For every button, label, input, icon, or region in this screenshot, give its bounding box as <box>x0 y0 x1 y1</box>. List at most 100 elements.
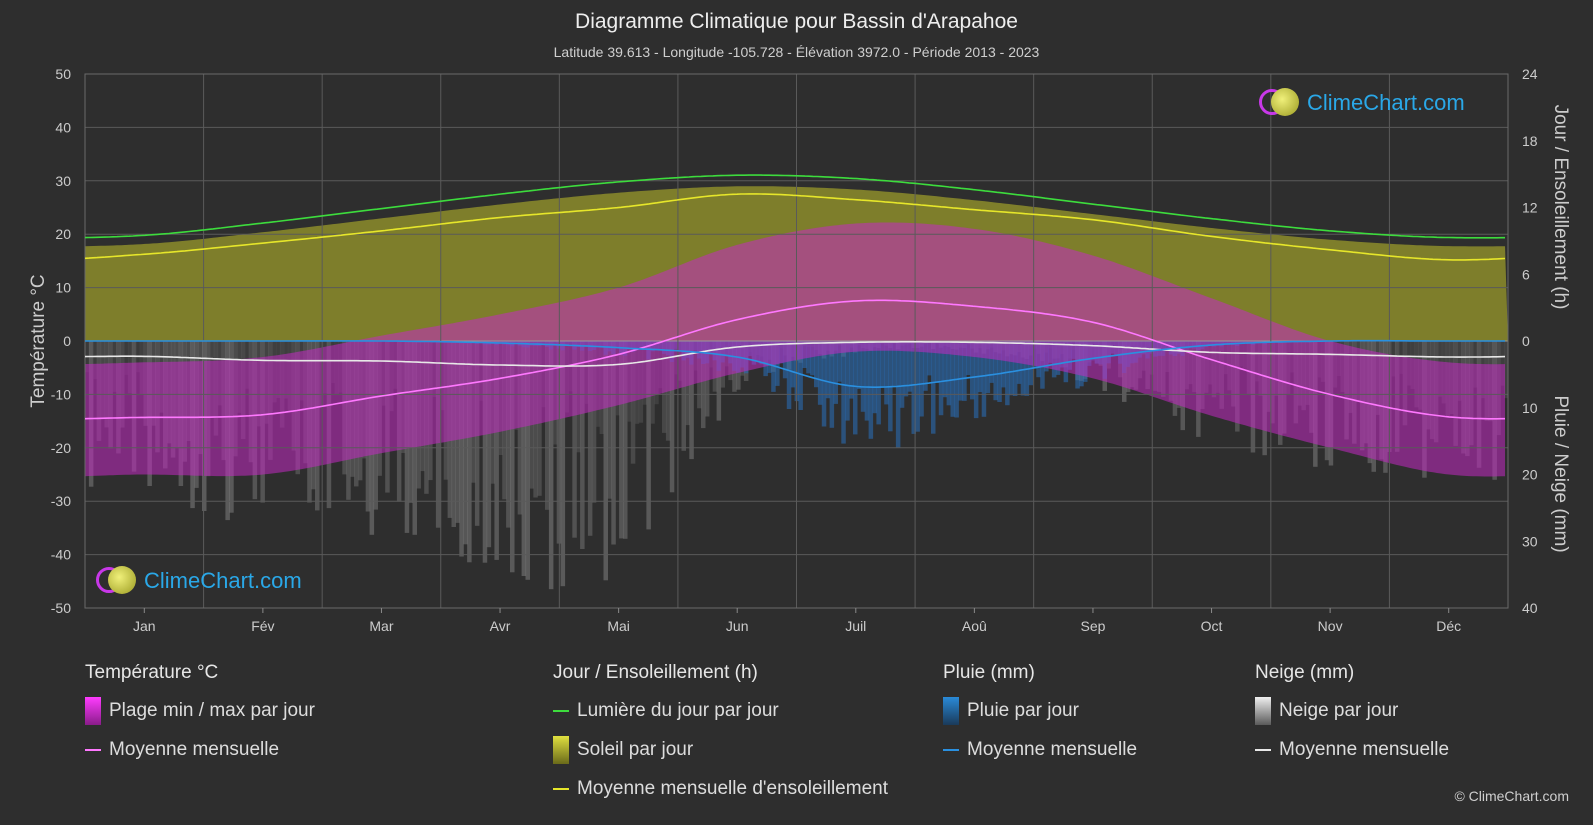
chart-title: Diagramme Climatique pour Bassin d'Arapa… <box>575 10 1018 33</box>
legend-swatch-sunshine <box>553 735 569 764</box>
right-hours-tick-label: 6 <box>1522 266 1530 282</box>
snow-daily-bar <box>623 341 628 539</box>
rain-daily-bar <box>817 341 823 405</box>
snow-daily-bar <box>545 341 550 510</box>
snow-daily-bar <box>560 341 566 587</box>
rain-daily-bar <box>837 341 842 382</box>
rain-daily-bar <box>892 341 897 386</box>
snow-daily-bar <box>630 341 636 464</box>
legend-sunshine: Jour / Ensoleillement (h) Lumière du jou… <box>553 662 888 815</box>
chart-subtitle: Latitude 39.613 - Longitude -105.728 - É… <box>553 44 1040 60</box>
legend-label: Soleil par jour <box>577 738 694 760</box>
month-tick-label: Mai <box>607 618 630 634</box>
rain-daily-bar <box>872 341 877 414</box>
logo-text: ClimeChart.com <box>1307 90 1465 115</box>
rain-daily-bar <box>973 341 979 419</box>
legend-title: Pluie (mm) <box>943 662 1035 683</box>
snow-daily-bar <box>701 341 706 429</box>
rain-daily-bar <box>876 341 881 425</box>
right-axis-ticks: 24 18 12 6 0 10 20 30 40 <box>1522 66 1538 616</box>
rain-daily-bar <box>899 341 905 408</box>
logo-text: ClimeChart.com <box>144 568 302 593</box>
rain-daily-bar <box>1009 341 1014 396</box>
snow-daily-bar <box>572 341 577 538</box>
legend-swatch-daylight <box>553 709 569 712</box>
legend-swatch-sunshine-mean <box>553 787 569 790</box>
daylight-line <box>85 174 1505 239</box>
left-tick-label: -40 <box>51 547 71 563</box>
snow-daily-bar <box>548 341 554 590</box>
snow-daily-bar <box>689 341 694 460</box>
copyright: © ClimeChart.com <box>1454 788 1569 804</box>
snow-daily-bar <box>669 341 675 493</box>
rain-daily-bar <box>915 341 920 432</box>
legend-title: Température °C <box>85 662 219 683</box>
temperature-range-area <box>85 222 1505 477</box>
rain-daily-bar <box>864 341 870 421</box>
rain-daily-bar <box>786 341 792 409</box>
snow-daily-bar <box>607 341 612 499</box>
snow-daily-bar <box>486 341 492 548</box>
month-tick-label: Avr <box>490 618 511 634</box>
rain-daily-bar <box>942 341 948 398</box>
legend-snow: Neige (mm) Neige par jour Moyenne mensue… <box>1255 662 1449 776</box>
snow-daily-bar <box>124 341 129 375</box>
right-bottom-axis-title: Pluie / Neige (mm) <box>1550 395 1571 552</box>
legend-label: Plage min / max par jour <box>109 699 315 721</box>
snow-mean-line <box>85 340 1506 367</box>
rain-daily-bar <box>911 341 916 434</box>
snow-daily-bar <box>611 341 616 545</box>
month-tick-label: Juil <box>845 618 866 634</box>
left-tick-label: -10 <box>51 386 71 402</box>
legend-swatch-snow-mean <box>1255 748 1271 751</box>
snow-daily-bar <box>1500 341 1505 386</box>
right-hours-tick-label: 0 <box>1522 333 1530 349</box>
rain-daily-bar <box>853 341 858 435</box>
left-tick-label: -50 <box>51 600 71 616</box>
climate-chart: 50 40 30 20 10 0 -10 -20 -30 -40 -50 24 18 12 6 0 10 20 3… <box>28 66 1571 634</box>
logo-globe-icon <box>96 566 138 596</box>
right-mm-tick-label: 20 <box>1522 467 1538 483</box>
rain-daily-bar <box>856 341 862 389</box>
snow-daily-bar <box>92 341 98 380</box>
snow-daily-bar <box>587 341 593 536</box>
rain-daily-bar <box>825 341 831 399</box>
left-tick-label: 50 <box>55 66 71 82</box>
month-tick-label: Sep <box>1080 618 1105 634</box>
snow-daily-bar <box>591 341 597 503</box>
rain-daily-bar <box>884 341 889 405</box>
left-axis-ticks: 50 40 30 20 10 0 -10 -20 -30 -40 -50 <box>51 66 71 616</box>
rain-daily-bar <box>1020 341 1026 396</box>
rain-daily-bar <box>919 341 924 417</box>
rain-daily-bar <box>860 341 866 412</box>
snow-daily-bar <box>580 341 585 549</box>
logo-bottom[interactable]: ClimeChart.com <box>96 566 302 596</box>
rain-daily-bar <box>829 341 835 428</box>
legend-rain: Pluie (mm) Pluie par jour Moyenne mensue… <box>943 662 1137 776</box>
rain-daily-bar <box>841 341 846 444</box>
rain-daily-bar <box>833 341 838 404</box>
rain-daily-bar <box>907 341 913 392</box>
legend-title: Neige (mm) <box>1255 662 1355 683</box>
left-axis-title: Température °C <box>28 274 49 407</box>
logo-top[interactable]: ClimeChart.com <box>1259 88 1465 118</box>
legend-swatch-snow <box>1255 696 1271 725</box>
legend-label: Moyenne mensuelle <box>967 738 1138 760</box>
legend-swatch-rain-mean <box>943 748 959 751</box>
rain-daily-bar <box>993 341 998 401</box>
snow-daily-bar <box>646 341 651 530</box>
temperature-mean-line <box>85 299 1505 420</box>
rain-daily-bar <box>923 341 928 391</box>
rain-daily-bar <box>868 341 874 439</box>
right-top-axis-title: Jour / Ensoleillement (h) <box>1550 105 1571 310</box>
legend-temperature: Température °C Plage min / max par jour … <box>85 662 315 776</box>
snow-daily-bar <box>681 341 686 451</box>
month-tick-label: Nov <box>1318 618 1343 634</box>
month-tick-label: Aoû <box>962 618 987 634</box>
rain-daily-bar <box>845 341 850 421</box>
rain-daily-bar <box>958 341 963 401</box>
legend-label: Moyenne mensuelle <box>1279 738 1450 760</box>
legend-label: Lumière du jour par jour <box>577 699 779 721</box>
snow-daily-bar <box>494 341 499 560</box>
legend-swatch-rain <box>943 696 959 725</box>
